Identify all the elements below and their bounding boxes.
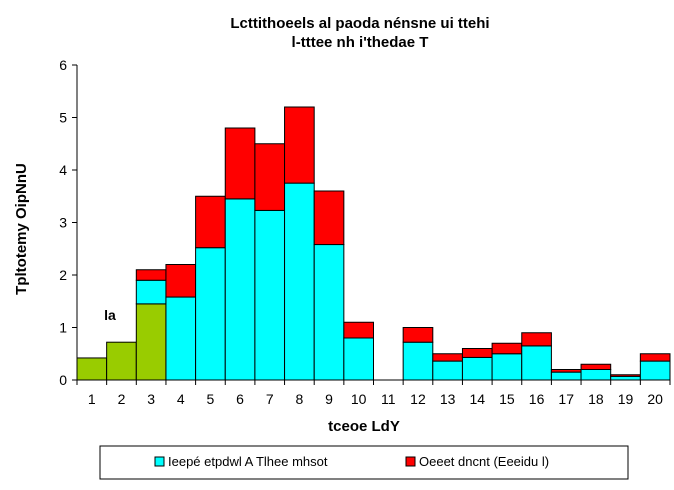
- bars-layer: [76, 106, 671, 381]
- bar-cyan-14: [461, 356, 493, 381]
- x-tick-label: 6: [236, 391, 244, 407]
- bar-cyan-10: [343, 337, 375, 381]
- bar-red-20: [639, 353, 671, 362]
- bar-red-6: [224, 127, 256, 200]
- x-tick-label: 4: [177, 391, 185, 407]
- y-axis: 0 1 2 3 4 5 6: [59, 57, 78, 388]
- chart-title-line-2: l-tttee nh i'thedae T: [292, 34, 429, 51]
- bar-green-3: [135, 303, 167, 381]
- legend-label-red: Oeeet dncnt (Eeeidu l): [419, 454, 549, 469]
- bar-cyan-5: [195, 247, 226, 381]
- bar-green-2: [106, 341, 137, 381]
- x-axis-title: tceoe LdY: [328, 418, 400, 435]
- bar-red-10: [343, 321, 375, 339]
- x-tick-label: 14: [469, 391, 485, 407]
- x-tick-label: 5: [207, 391, 215, 407]
- bar-cyan-17: [550, 371, 582, 381]
- bar-red-14: [461, 348, 493, 358]
- x-tick-label: 12: [410, 391, 426, 407]
- bar-green-1: [76, 357, 108, 381]
- bar-red-5: [195, 195, 226, 249]
- bar-red-7: [254, 143, 286, 211]
- legend: Ieepé etpdwl A Tlhee mhsot Oeeet dncnt (…: [99, 445, 629, 480]
- bar-cyan-8: [284, 182, 315, 381]
- bar-cyan-3: [135, 279, 167, 305]
- bar-cyan-16: [521, 345, 552, 381]
- x-tick-label: 11: [381, 391, 396, 407]
- x-tick-label: 2: [118, 391, 126, 407]
- bar-cyan-9: [313, 244, 345, 381]
- bar-cyan-7: [254, 209, 286, 381]
- bar-cyan-6: [224, 198, 256, 381]
- bar-red-8: [284, 106, 315, 184]
- bar-red-9: [313, 190, 345, 246]
- legend-label-cyan: Ieepé etpdwl A Tlhee mhsot: [168, 454, 328, 469]
- x-tick-label: 1: [88, 391, 96, 407]
- x-tick-label: 20: [647, 391, 663, 407]
- y-tick-label: 4: [59, 162, 67, 178]
- bar-red-15: [491, 342, 523, 355]
- x-tick-label: 17: [558, 391, 574, 407]
- bar-red-12: [402, 327, 434, 343]
- bar-cyan-19: [610, 375, 641, 381]
- bar-red-19: [610, 374, 641, 377]
- bar-cyan-12: [402, 341, 434, 381]
- bar-cyan-20: [639, 360, 671, 381]
- chart-title-line-1: Lcttithoeels al paoda nénsne ui ttehi: [230, 15, 489, 32]
- y-axis-title: Tpltotemy OipNnU: [13, 163, 30, 295]
- x-tick-label: 15: [499, 391, 515, 407]
- bar-red-16: [521, 332, 552, 347]
- x-tick-label: 3: [147, 391, 155, 407]
- x-tick-label: 13: [440, 391, 456, 407]
- y-tick-label: 0: [59, 372, 67, 388]
- bar-red-13: [432, 353, 463, 362]
- annotation-label: la: [104, 307, 116, 323]
- bar-cyan-15: [491, 353, 523, 381]
- bar-red-4: [165, 264, 197, 298]
- x-tick-label: 9: [325, 391, 333, 407]
- x-axis: 1 2 3 4 5 6 7 8 9 10 11 12 13 14 15 16 17 18 19 20: [76, 379, 671, 407]
- y-tick-label: 6: [59, 57, 67, 73]
- x-tick-label: 7: [266, 391, 274, 407]
- x-tick-label: 8: [295, 391, 303, 407]
- bar-red-17: [550, 369, 582, 373]
- x-tick-label: 19: [618, 391, 634, 407]
- legend-swatch-cyan: [154, 456, 165, 467]
- x-tick-label: 18: [588, 391, 604, 407]
- x-tick-label: 16: [529, 391, 545, 407]
- bar-red-3: [135, 269, 167, 281]
- bar-red-18: [580, 363, 612, 370]
- x-tick-label: 10: [351, 391, 367, 407]
- legend-swatch-red: [405, 456, 416, 467]
- y-tick-label: 5: [59, 110, 67, 126]
- bar-cyan-4: [165, 296, 197, 381]
- legend-box: [99, 445, 629, 480]
- y-tick-label: 2: [59, 267, 67, 283]
- y-tick-label: 3: [59, 215, 67, 231]
- y-tick-label: 1: [59, 320, 67, 336]
- bar-cyan-18: [580, 369, 612, 381]
- bar-cyan-13: [432, 360, 463, 381]
